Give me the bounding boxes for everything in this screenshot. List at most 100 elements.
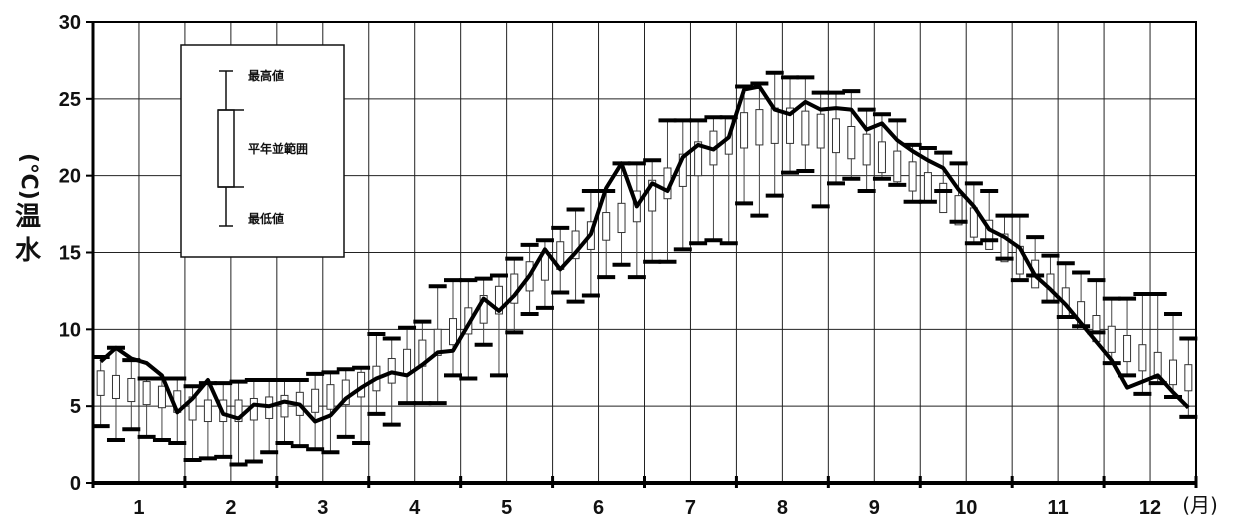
range-box bbox=[985, 219, 994, 250]
x-month-label: 6 bbox=[593, 497, 604, 519]
range-box bbox=[311, 388, 320, 413]
y-tick-label: 30 bbox=[59, 12, 81, 34]
range-box bbox=[280, 394, 289, 418]
range-box bbox=[678, 153, 687, 187]
y-tick-label: 25 bbox=[59, 89, 81, 111]
box-plot-item bbox=[306, 371, 325, 452]
legend-box-icon bbox=[217, 109, 235, 188]
box-plot-item bbox=[260, 378, 279, 455]
range-box bbox=[602, 212, 611, 241]
box-plot-item bbox=[796, 75, 815, 174]
box-plot-item bbox=[137, 376, 156, 439]
range-box bbox=[449, 318, 458, 346]
range-box bbox=[127, 378, 136, 403]
range-box bbox=[923, 172, 932, 203]
box-plot-item bbox=[321, 370, 340, 455]
y-tick-label: 0 bbox=[70, 473, 81, 495]
box-plot-item bbox=[352, 365, 371, 446]
range-box bbox=[433, 328, 442, 356]
box-plot-item bbox=[1087, 278, 1106, 343]
y-tick-label: 5 bbox=[70, 396, 81, 418]
box-plot-item bbox=[106, 345, 125, 442]
range-box bbox=[617, 202, 626, 234]
box-plot-item bbox=[1010, 213, 1029, 283]
box-plot-item bbox=[122, 358, 141, 432]
x-month-label: 1 bbox=[133, 497, 144, 519]
range-box bbox=[1184, 364, 1193, 392]
box-plot-item bbox=[1056, 261, 1075, 320]
box-plot-item bbox=[398, 325, 417, 406]
range-box bbox=[893, 150, 902, 183]
x-month-label: 7 bbox=[685, 497, 696, 519]
y-tick-label: 20 bbox=[59, 166, 81, 188]
x-month-label: 12 bbox=[1139, 497, 1161, 519]
x-month-label: 9 bbox=[869, 497, 880, 519]
box-plot-item bbox=[535, 238, 554, 310]
range-box bbox=[816, 113, 825, 149]
observed-line bbox=[99, 84, 1190, 424]
box-plot-item bbox=[275, 378, 294, 446]
box-plot-item bbox=[857, 107, 876, 194]
range-box bbox=[157, 385, 166, 409]
range-box bbox=[740, 112, 749, 149]
box-plot-item bbox=[1148, 291, 1167, 386]
box-plot-item bbox=[520, 242, 539, 316]
range-box bbox=[831, 118, 840, 154]
legend: 最高値 平年並範囲 最低値 bbox=[180, 44, 345, 258]
box-plot-item bbox=[1133, 291, 1152, 396]
range-box bbox=[801, 110, 810, 146]
range-box bbox=[939, 182, 948, 214]
range-box bbox=[479, 295, 488, 324]
range-box bbox=[234, 399, 243, 423]
range-box bbox=[111, 374, 120, 399]
box-plot-item bbox=[627, 161, 646, 280]
y-axis-label-char-2: 水 bbox=[14, 236, 41, 266]
box-plot-item bbox=[474, 276, 493, 347]
box-plot-item bbox=[750, 81, 769, 218]
range-box bbox=[1107, 325, 1116, 353]
range-box bbox=[648, 179, 657, 212]
box-plot-item bbox=[229, 379, 248, 467]
box-plot-item bbox=[980, 189, 999, 250]
range-box bbox=[847, 125, 856, 160]
range-box bbox=[403, 348, 412, 375]
range-box bbox=[755, 109, 764, 146]
legend-max-label: 最高値 bbox=[248, 68, 284, 83]
box-plot-item bbox=[918, 146, 937, 204]
box-plot-item bbox=[689, 118, 708, 246]
range-box bbox=[770, 107, 779, 144]
range-box bbox=[954, 195, 963, 226]
range-box bbox=[862, 133, 871, 166]
x-month-label: 3 bbox=[317, 497, 328, 519]
y-tick-label: 10 bbox=[59, 319, 81, 341]
range-box bbox=[1138, 344, 1147, 372]
range-box bbox=[1169, 359, 1178, 386]
range-box bbox=[571, 230, 580, 260]
box-plot-item bbox=[597, 189, 616, 280]
range-box bbox=[786, 107, 795, 144]
box-plot-item bbox=[964, 181, 983, 246]
range-box bbox=[326, 384, 335, 410]
box-plot-item bbox=[765, 70, 784, 198]
box-plot-item bbox=[489, 273, 508, 378]
range-box bbox=[1077, 301, 1086, 330]
legend-frame bbox=[180, 44, 345, 258]
box-plot-item bbox=[244, 378, 263, 464]
x-month-label: 2 bbox=[225, 497, 236, 519]
box-plot-item bbox=[1179, 336, 1198, 419]
range-box bbox=[908, 161, 917, 192]
box-plot-item bbox=[1072, 270, 1091, 330]
range-box bbox=[1000, 233, 1009, 263]
x-month-label: 11 bbox=[1048, 497, 1069, 519]
range-box bbox=[877, 141, 886, 174]
legend-range-label: 平年並範囲 bbox=[248, 141, 308, 156]
box-plot-item bbox=[704, 115, 723, 243]
box-plot-item bbox=[428, 284, 447, 406]
range-box bbox=[96, 370, 105, 396]
box-plot-item bbox=[336, 367, 355, 439]
range-box bbox=[341, 379, 350, 406]
box-plot-item bbox=[566, 207, 585, 304]
box-plot-item bbox=[934, 150, 953, 214]
